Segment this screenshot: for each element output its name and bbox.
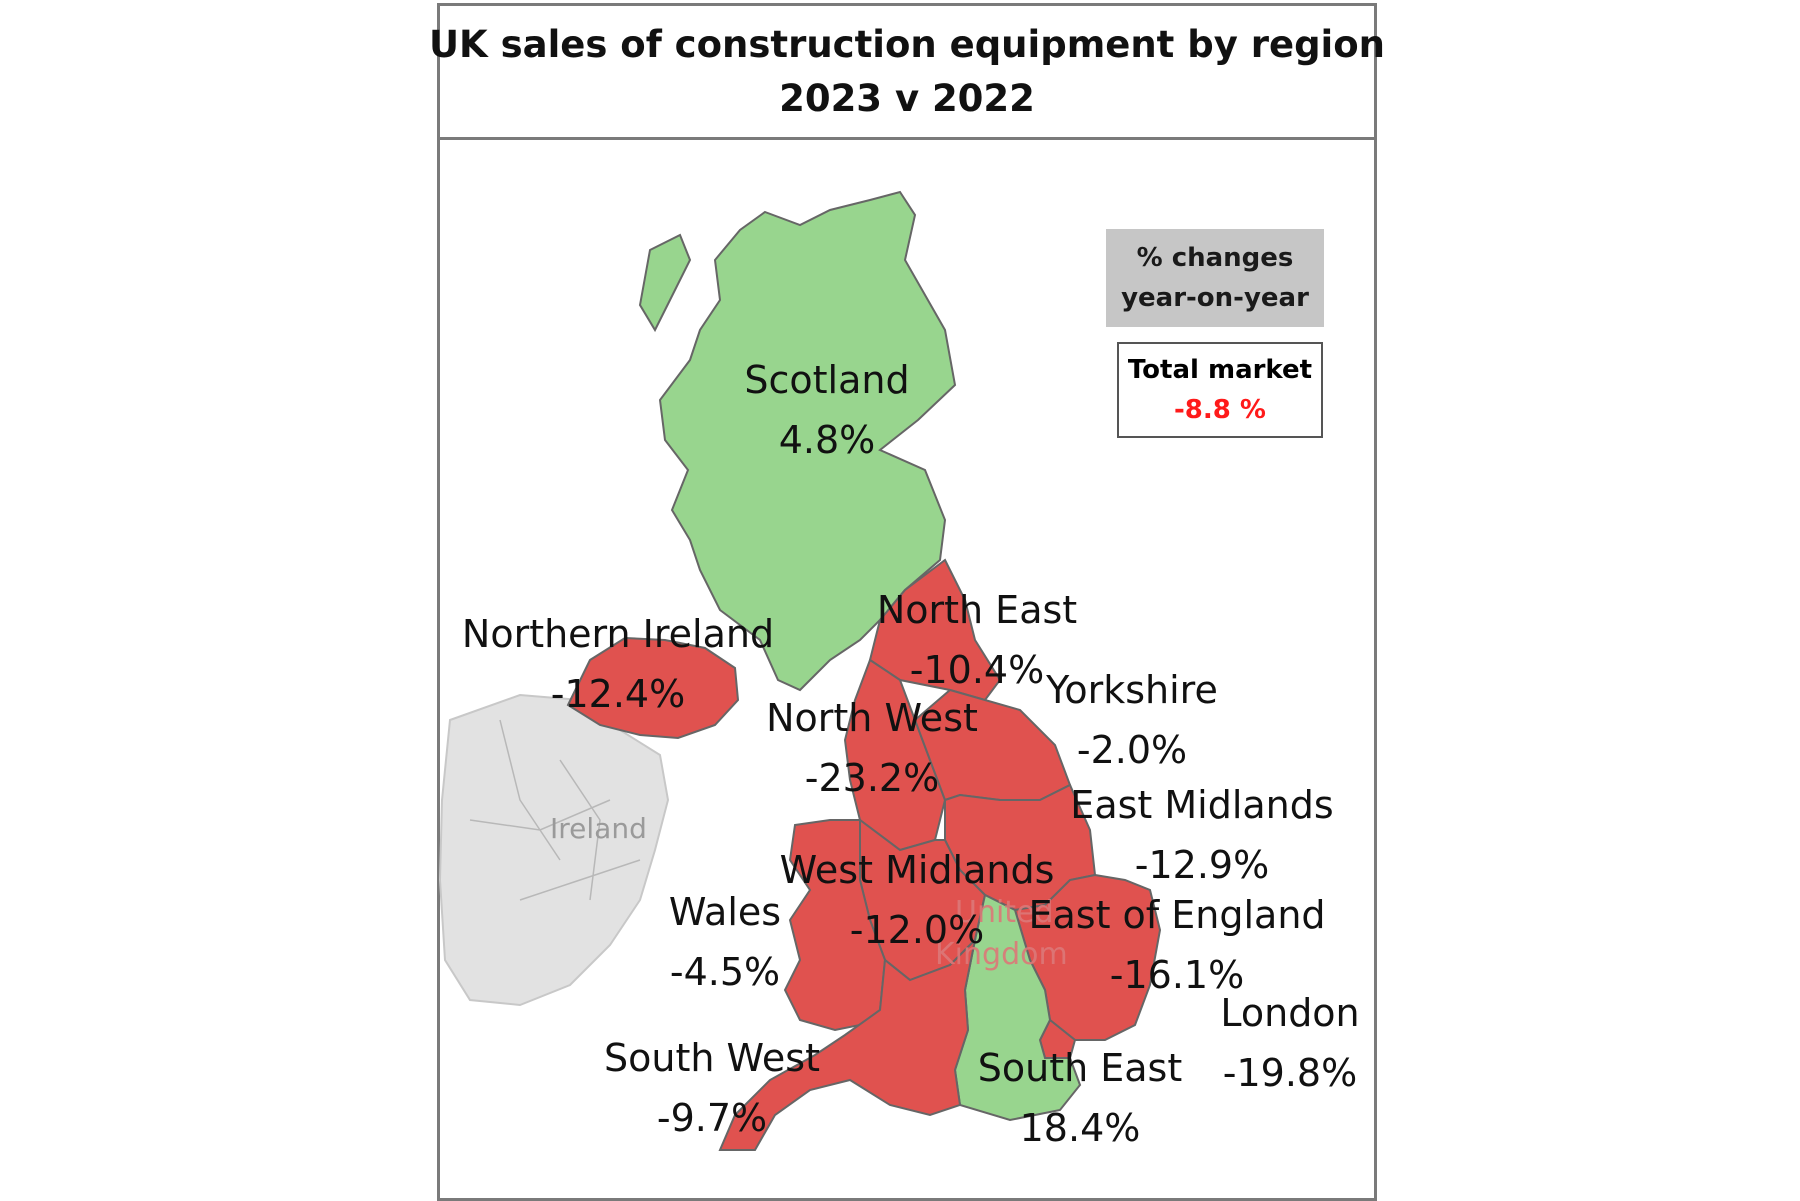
region-value: -16.1%	[1109, 953, 1245, 997]
region-name: East Midlands	[1070, 783, 1334, 827]
region-name: North East	[876, 588, 1078, 632]
region-name: Scotland	[744, 358, 910, 402]
region-name: South East	[977, 1046, 1183, 1090]
region-name: Yorkshire	[1046, 668, 1218, 712]
region-name: North West	[766, 696, 978, 740]
region-label-wales: Wales -4.5%	[669, 882, 781, 1002]
legend-box: % changes year-on-year	[1106, 229, 1324, 327]
total-market-box: Total market -8.8 %	[1117, 342, 1323, 438]
region-value: -12.4%	[550, 672, 686, 716]
region-name: London	[1220, 991, 1360, 1035]
region-name: South West	[604, 1036, 820, 1080]
south-west-shape	[718, 936, 977, 1151]
ireland-basemap-label: Ireland	[550, 812, 647, 845]
northern-ireland-shape	[566, 636, 740, 740]
region-label-london: London -19.8%	[1220, 983, 1359, 1103]
region-value: 18.4%	[1019, 1106, 1141, 1150]
region-label-south-west: South West -9.7%	[604, 1028, 820, 1148]
legend-line1: % changes	[1136, 243, 1294, 273]
uk-basemap-label-line2: Kingdom	[935, 937, 1068, 972]
legend-line2: year-on-year	[1121, 283, 1309, 313]
title-box: UK sales of construction equipment by re…	[429, 6, 1385, 140]
region-value: 4.8%	[778, 418, 876, 462]
wales-shape	[783, 819, 887, 1032]
region-label-east-of-england: East of England -16.1%	[1028, 885, 1325, 1005]
region-label-south-east: South East 18.4%	[978, 1038, 1183, 1158]
chart-title: UK sales of construction equipment by re…	[429, 22, 1386, 66]
region-label-west-midlands: West Midlands -12.0%	[780, 840, 1055, 960]
scotland-shape	[658, 190, 957, 692]
region-label-north-east: North East -10.4%	[877, 580, 1077, 700]
region-name: Northern Ireland	[461, 612, 775, 656]
region-value: -2.0%	[1076, 728, 1188, 772]
chart-subtitle: 2023 v 2022	[779, 76, 1035, 120]
region-value: -10.4%	[909, 648, 1045, 692]
region-value: -4.5%	[669, 950, 781, 994]
region-name: Wales	[668, 890, 782, 934]
region-value: -12.9%	[1134, 843, 1270, 887]
region-label-northern-ireland: Northern Ireland -12.4%	[462, 604, 774, 724]
uk-basemap-label-line1: United	[955, 895, 1054, 930]
region-value: -9.7%	[656, 1096, 768, 1140]
uk-region-map	[438, 190, 1162, 1151]
total-market-label: Total market	[1127, 355, 1313, 385]
region-value: -23.2%	[804, 756, 940, 800]
ireland-county-lines	[469, 719, 641, 901]
region-label-yorkshire: Yorkshire -2.0%	[1046, 660, 1218, 780]
scotland-hebrides	[638, 233, 692, 333]
region-name: East of England	[1028, 893, 1326, 937]
region-label-east-midlands: East Midlands -12.9%	[1070, 775, 1333, 895]
total-market-value: -8.8 %	[1174, 395, 1266, 425]
region-value: -12.0%	[849, 908, 985, 952]
region-value: -19.8%	[1222, 1051, 1358, 1095]
region-label-scotland: Scotland 4.8%	[744, 350, 909, 470]
region-name: West Midlands	[779, 848, 1055, 892]
region-label-north-west: North West -23.2%	[766, 688, 978, 808]
